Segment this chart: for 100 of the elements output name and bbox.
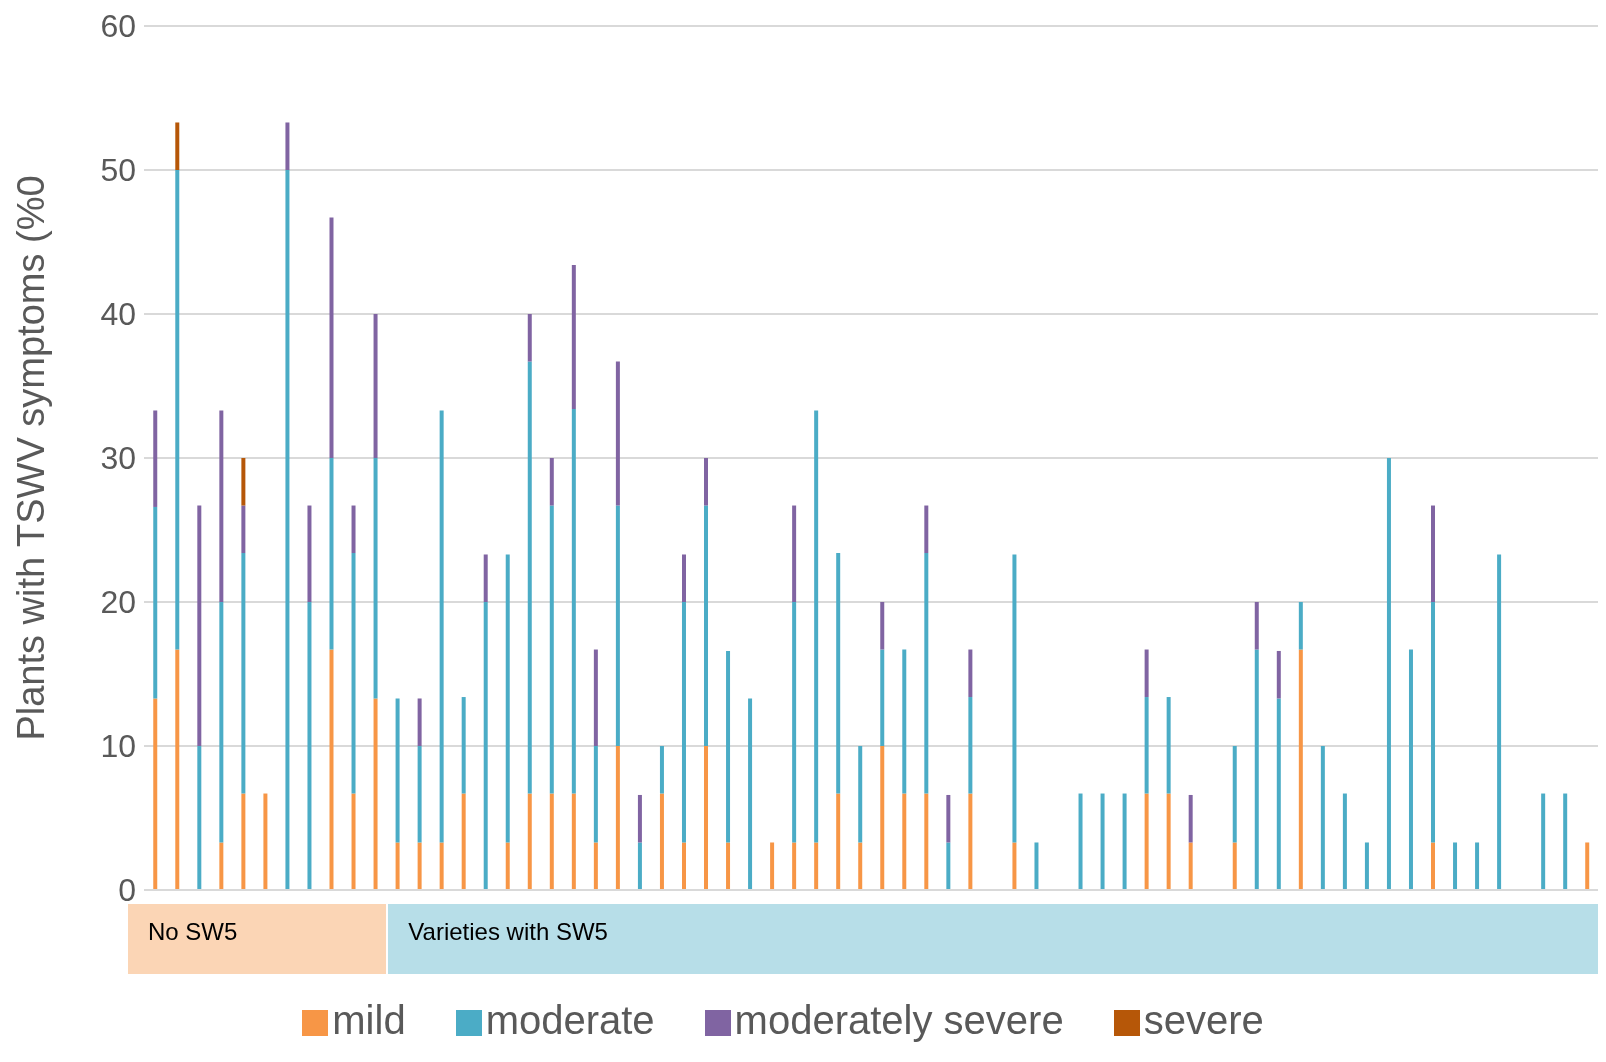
bar xyxy=(1453,842,1458,890)
bar xyxy=(902,793,907,890)
bar xyxy=(858,842,863,890)
bar xyxy=(153,506,158,699)
bar xyxy=(814,410,819,843)
bar xyxy=(329,217,334,458)
bar xyxy=(549,505,554,794)
bar xyxy=(351,553,356,794)
bar xyxy=(307,602,312,890)
bar xyxy=(439,410,444,843)
bar xyxy=(1188,794,1193,843)
bar xyxy=(946,794,951,843)
y-tick-label: 0 xyxy=(118,872,136,909)
bar xyxy=(792,505,797,602)
bar xyxy=(836,793,841,890)
bar xyxy=(1342,793,1347,890)
bar xyxy=(1144,793,1149,890)
legend-label: moderately severe xyxy=(734,998,1064,1042)
bar xyxy=(1431,842,1436,890)
bar xyxy=(1166,793,1171,890)
bar xyxy=(1298,649,1303,890)
bar xyxy=(615,505,620,746)
bar xyxy=(924,505,929,554)
bar xyxy=(571,793,576,890)
bar xyxy=(704,505,709,746)
bar xyxy=(329,458,334,650)
bar xyxy=(880,602,885,650)
bar xyxy=(924,553,929,794)
bar xyxy=(637,842,642,890)
bar xyxy=(1188,842,1193,890)
bar xyxy=(219,842,224,890)
bar xyxy=(395,842,400,890)
bar xyxy=(880,649,885,746)
text: Varieties with SW5 xyxy=(388,904,1598,974)
bar xyxy=(880,746,885,890)
bar xyxy=(1276,698,1281,890)
bar xyxy=(1320,746,1325,890)
bar xyxy=(527,314,532,362)
bar xyxy=(946,842,951,890)
bar xyxy=(770,842,775,890)
bar xyxy=(593,842,598,890)
bar xyxy=(263,793,268,890)
bar xyxy=(549,793,554,890)
bar xyxy=(351,793,356,890)
y-tick-label: 50 xyxy=(100,152,136,189)
bar xyxy=(1078,793,1083,890)
bar xyxy=(1431,505,1436,602)
bar xyxy=(659,793,664,890)
bar xyxy=(395,698,400,843)
legend-label: mild xyxy=(332,998,406,1042)
bar xyxy=(1497,554,1502,890)
bar xyxy=(219,602,224,843)
legend-label: severe xyxy=(1143,998,1264,1042)
bar xyxy=(615,746,620,890)
bar xyxy=(175,122,180,170)
bar xyxy=(1254,602,1259,650)
bar xyxy=(307,505,312,602)
bar xyxy=(1232,842,1237,890)
bar xyxy=(1364,842,1369,890)
bar xyxy=(549,458,554,506)
bar xyxy=(902,649,907,794)
y-tick-label: 10 xyxy=(100,728,136,765)
bar xyxy=(197,505,202,746)
bar xyxy=(637,794,642,843)
bar xyxy=(241,505,246,554)
bar xyxy=(593,746,598,843)
bar xyxy=(704,458,709,506)
bar xyxy=(1166,697,1171,794)
bar xyxy=(1298,602,1303,650)
bar xyxy=(153,698,158,890)
bar xyxy=(241,553,246,794)
bar xyxy=(153,410,158,507)
bar xyxy=(571,409,576,794)
bar xyxy=(505,842,510,890)
bar xyxy=(219,410,224,602)
bar xyxy=(527,361,532,794)
bar xyxy=(417,698,422,746)
bar xyxy=(461,793,466,890)
bar xyxy=(329,649,334,890)
bar xyxy=(373,314,378,458)
y-tick-label: 30 xyxy=(100,440,136,477)
bar xyxy=(704,746,709,890)
bar xyxy=(1144,649,1149,698)
bar xyxy=(417,746,422,843)
bar xyxy=(175,170,180,650)
bar xyxy=(748,698,753,890)
y-axis-title: Plants with TSWV symptoms (%0 xyxy=(10,175,53,741)
bar xyxy=(814,842,819,890)
bar xyxy=(1232,746,1237,843)
bar xyxy=(1431,602,1436,843)
bar xyxy=(836,553,841,794)
bar xyxy=(1144,697,1149,794)
bar xyxy=(792,602,797,843)
bar xyxy=(924,793,929,890)
bar xyxy=(1585,842,1590,890)
bar xyxy=(417,842,422,890)
bar xyxy=(197,746,202,890)
bar xyxy=(858,746,863,843)
text: No SW5 xyxy=(148,918,238,945)
bar xyxy=(659,746,664,794)
